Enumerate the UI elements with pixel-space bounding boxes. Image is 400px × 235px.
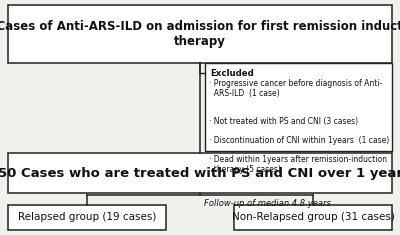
Text: · Not treated with PS and CNI (3 cases): · Not treated with PS and CNI (3 cases) [209,117,358,126]
Text: Relapsed group (19 cases): Relapsed group (19 cases) [18,212,156,223]
Text: 50 Cases who are treated with PS and CNI over 1 year: 50 Cases who are treated with PS and CNI… [0,167,400,180]
Text: · Discontinuation of CNI within 1years  (1 case): · Discontinuation of CNI within 1years (… [209,136,389,145]
Bar [8,153,392,193]
Bar [8,5,392,63]
Bar [205,63,392,151]
Text: · Progressive cancer before diagnosis of Anti-
  ARS-ILD  (1 case): · Progressive cancer before diagnosis of… [209,79,382,98]
Text: · Dead within 1years after remission-induction
  therapy (5 cases): · Dead within 1years after remission-ind… [209,155,387,174]
Text: 60 Cases of Anti-ARS-ILD on admission for first remission induction
therapy: 60 Cases of Anti-ARS-ILD on admission fo… [0,20,400,48]
Text: Non-Relapsed group (31 cases): Non-Relapsed group (31 cases) [232,212,394,223]
Bar [8,205,166,230]
Text: Follow-up of median 4.8 years: Follow-up of median 4.8 years [204,199,331,208]
Bar [234,205,392,230]
Text: Excluded: Excluded [210,69,254,78]
